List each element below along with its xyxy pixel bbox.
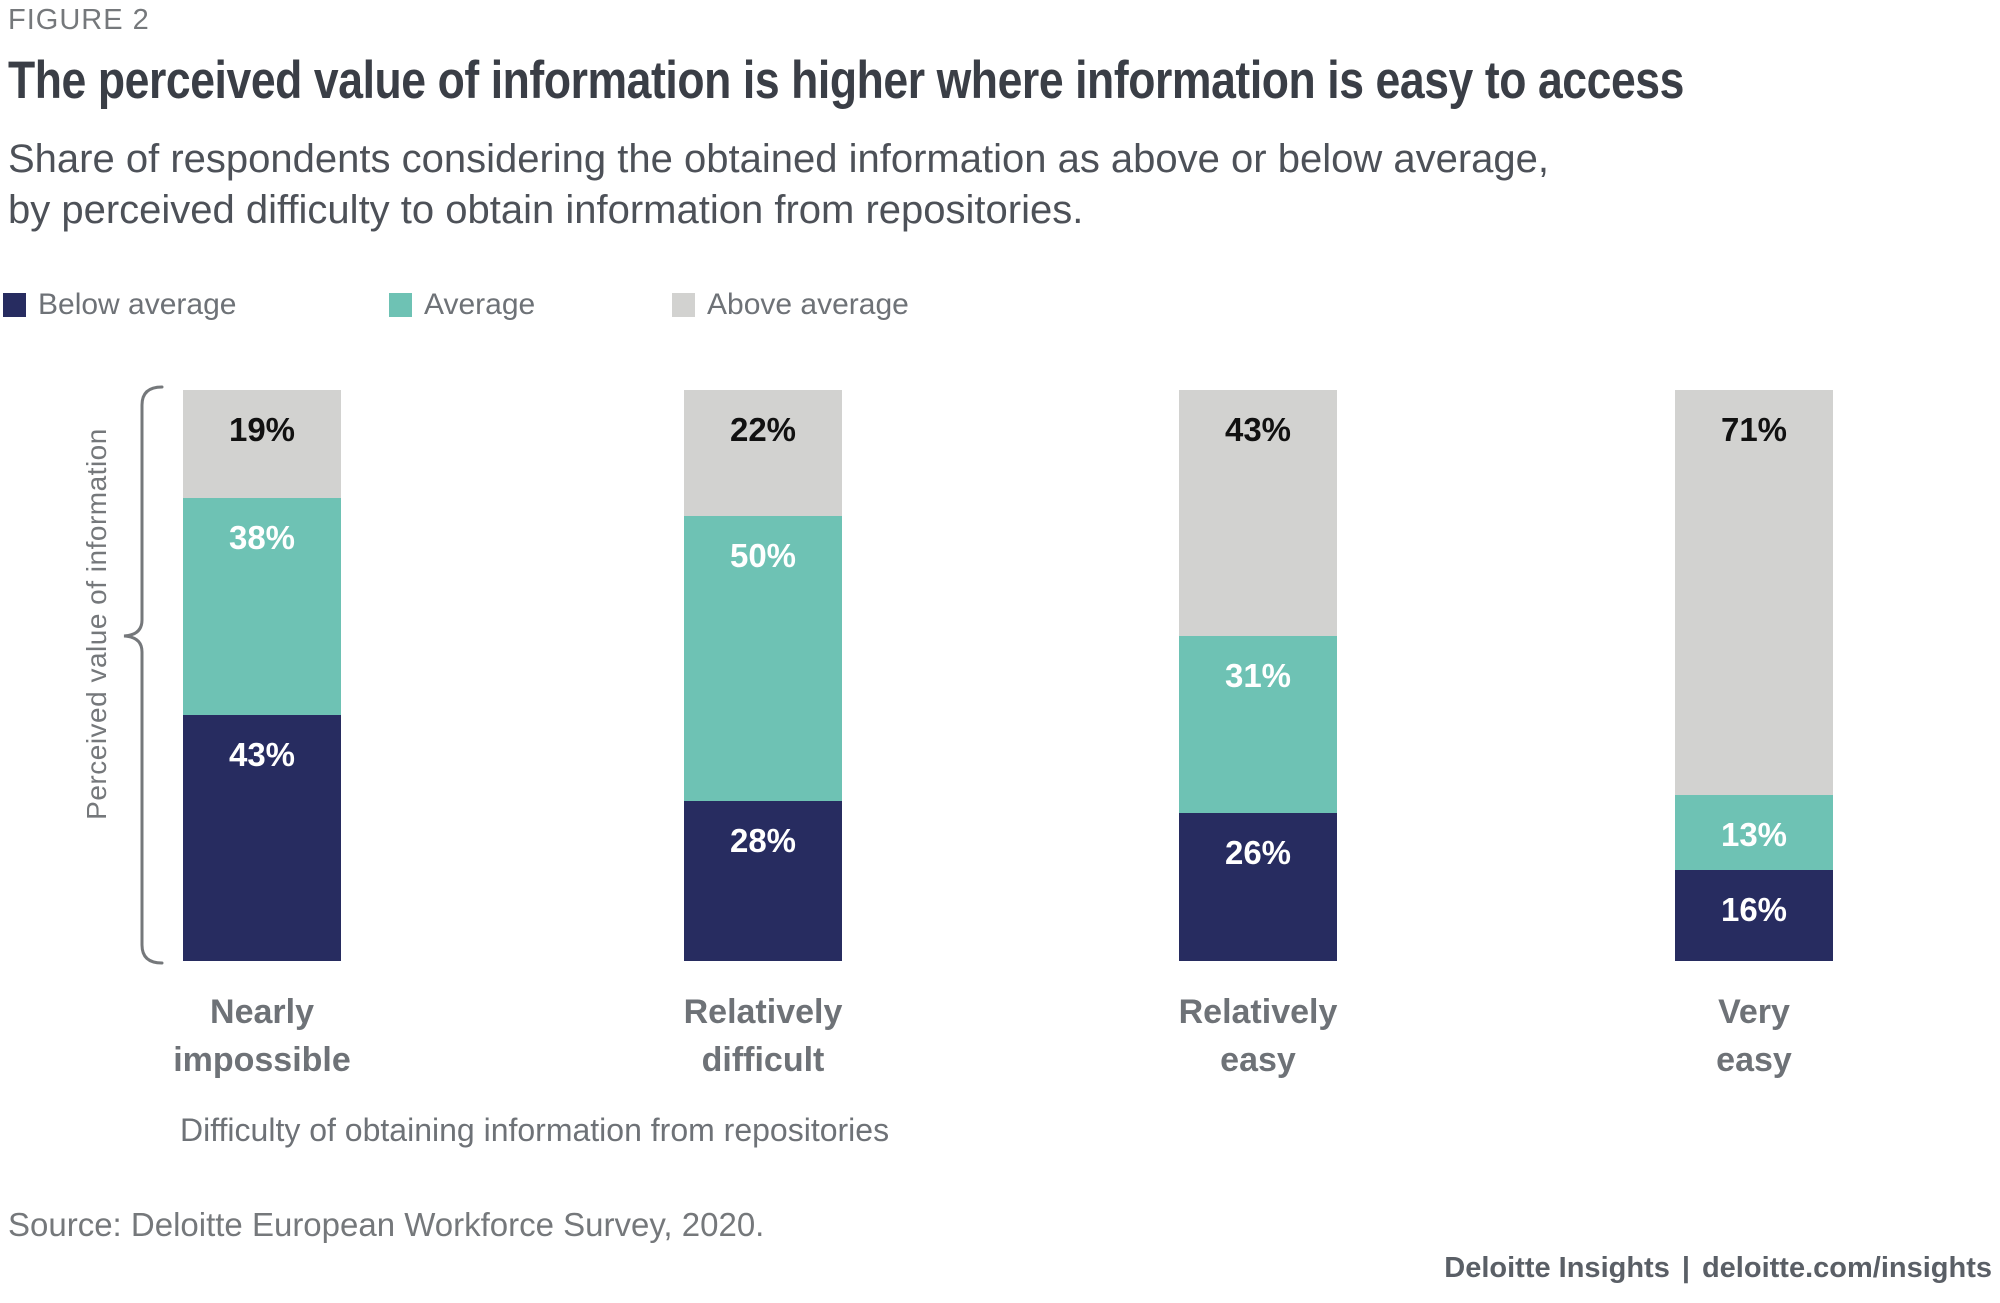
footer-brand: Deloitte Insights bbox=[1444, 1252, 1670, 1284]
bar-very-easy: 71% 13% 16% bbox=[1675, 390, 1833, 961]
bar-nearly-impossible: 19% 38% 43% bbox=[183, 390, 341, 961]
legend-label: Average bbox=[424, 288, 536, 321]
legend-swatch-below-average bbox=[3, 293, 26, 317]
bar-value-label: 71% bbox=[1720, 411, 1788, 448]
bar-value-label: 43% bbox=[228, 736, 296, 774]
bar-value-label: 19% bbox=[228, 411, 296, 448]
bar-relatively-difficult: 22% 50% 28% bbox=[684, 390, 842, 961]
legend-item-average: Average bbox=[389, 288, 535, 322]
category-label-relatively-easy: Relatively easy bbox=[1178, 993, 1338, 1079]
legend-item-below-average: Below average bbox=[3, 288, 236, 322]
category-label-nearly-impossible: Nearly impossible bbox=[173, 993, 351, 1079]
bar-segment-above-average: 71% bbox=[1675, 390, 1833, 796]
bar-segment-above-average: 22% bbox=[684, 390, 842, 516]
bar-segment-below-average: 43% bbox=[183, 715, 341, 961]
legend-label: Below average bbox=[38, 288, 237, 321]
bar-segment-above-average: 19% bbox=[183, 390, 341, 499]
legend-label: Above average bbox=[707, 288, 909, 321]
category-label-relatively-difficult: Relatively difficult bbox=[683, 993, 843, 1079]
legend-swatch-average bbox=[389, 293, 412, 317]
footer-url: deloitte.com/insights bbox=[1701, 1252, 1992, 1284]
bar-value-label: 16% bbox=[1720, 890, 1788, 928]
legend-swatch-above-average bbox=[672, 293, 695, 317]
y-axis-brace bbox=[123, 385, 164, 965]
source-note: Source: Deloitte European Workforce Surv… bbox=[8, 1206, 765, 1243]
bar-segment-average: 38% bbox=[183, 498, 341, 716]
bar-value-label: 43% bbox=[1224, 411, 1292, 448]
bar-value-label: 13% bbox=[1720, 816, 1788, 854]
bar-value-label: 38% bbox=[228, 519, 296, 557]
bar-value-label: 50% bbox=[729, 536, 797, 574]
bar-segment-average: 50% bbox=[684, 515, 842, 802]
legend: Below average Average Above average bbox=[0, 288, 2000, 322]
bar-segment-below-average: 26% bbox=[1179, 812, 1337, 961]
bar-segment-below-average: 28% bbox=[684, 801, 842, 961]
bar-value-label: 26% bbox=[1224, 833, 1292, 871]
bar-value-label: 28% bbox=[729, 822, 797, 860]
y-axis-label: Perceived value of information bbox=[81, 428, 112, 820]
legend-item-above-average: Above average bbox=[672, 288, 909, 322]
bar-segment-below-average: 16% bbox=[1675, 869, 1833, 961]
bar-segment-average: 13% bbox=[1675, 795, 1833, 870]
category-label-very-easy: Very easy bbox=[1716, 993, 1792, 1079]
figure-label: FIGURE 2 bbox=[8, 4, 150, 36]
bar-relatively-easy: 43% 31% 26% bbox=[1179, 390, 1337, 961]
bar-segment-average: 31% bbox=[1179, 635, 1337, 813]
bar-segment-above-average: 43% bbox=[1179, 390, 1337, 636]
bar-value-label: 31% bbox=[1224, 656, 1292, 694]
bar-value-label: 22% bbox=[729, 411, 797, 448]
footer-separator: | bbox=[1681, 1252, 1690, 1284]
chart-subtitle: Share of respondents considering the obt… bbox=[8, 137, 1549, 232]
chart-title: The perceived value of information is hi… bbox=[8, 51, 1684, 110]
x-axis-label: Difficulty of obtaining information from… bbox=[180, 1112, 890, 1148]
footer-attribution: Deloitte Insights | deloitte.com/insights bbox=[1444, 1252, 1992, 1285]
